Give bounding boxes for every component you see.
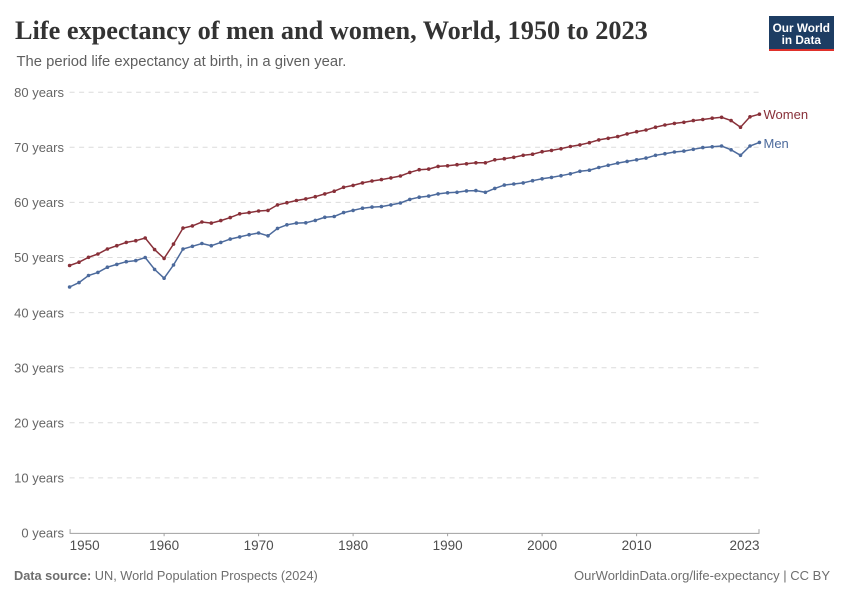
svg-text:1960: 1960 <box>149 538 179 553</box>
svg-text:2000: 2000 <box>527 538 557 553</box>
svg-text:50 years: 50 years <box>14 250 64 265</box>
svg-text:60 years: 60 years <box>14 195 64 210</box>
svg-text:1970: 1970 <box>244 538 274 553</box>
svg-text:Women: Women <box>764 107 809 122</box>
svg-text:1980: 1980 <box>338 538 368 553</box>
svg-text:2010: 2010 <box>622 538 652 553</box>
svg-text:Men: Men <box>764 136 789 151</box>
svg-text:1990: 1990 <box>433 538 463 553</box>
svg-text:30 years: 30 years <box>14 360 64 375</box>
svg-text:0 years: 0 years <box>21 526 64 541</box>
svg-text:80 years: 80 years <box>14 85 64 100</box>
svg-text:40 years: 40 years <box>14 305 64 320</box>
svg-text:10 years: 10 years <box>14 471 64 486</box>
svg-text:70 years: 70 years <box>14 140 64 155</box>
svg-text:1950: 1950 <box>70 538 100 553</box>
svg-text:2023: 2023 <box>729 538 759 553</box>
svg-text:20 years: 20 years <box>14 416 64 431</box>
